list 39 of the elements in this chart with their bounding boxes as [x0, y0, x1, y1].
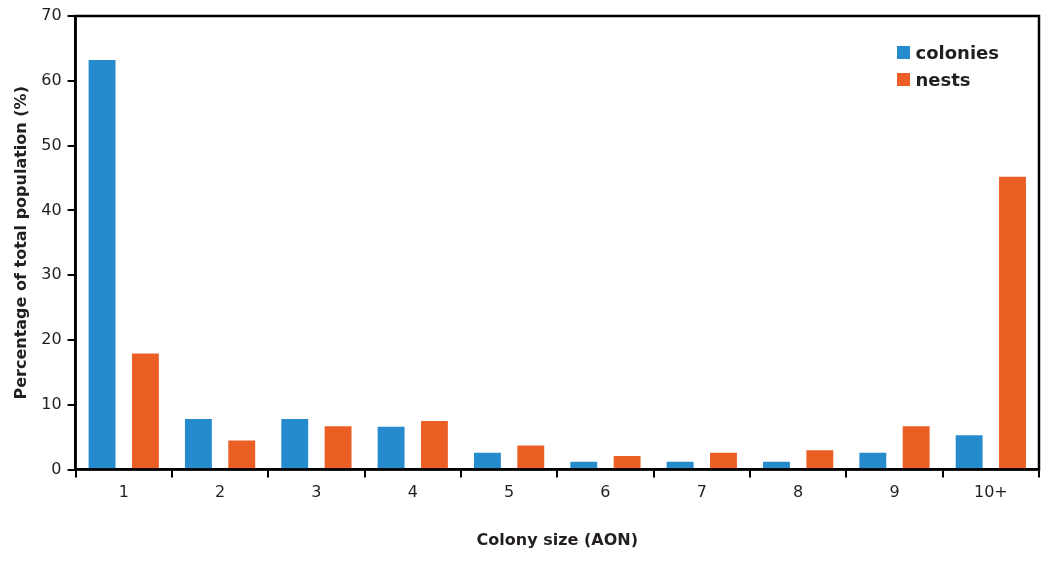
x-tick-label: 1: [118, 482, 129, 502]
y-tick-label: 20: [41, 329, 62, 349]
bar: [517, 445, 545, 469]
y-tick-label: 50: [41, 134, 62, 154]
y-tick-label: 0: [51, 458, 62, 478]
x-tick-label: 8: [793, 482, 804, 502]
bar: [859, 452, 887, 469]
bar: [902, 426, 930, 469]
x-tick-label: 3: [311, 482, 322, 502]
bar: [228, 440, 256, 469]
x-tick-label: 7: [696, 482, 707, 502]
y-tick-label: 30: [41, 264, 62, 284]
bar: [281, 419, 309, 469]
x-tick-label: 9: [889, 482, 900, 502]
bar: [324, 426, 352, 469]
bar: [613, 455, 641, 469]
y-tick-label: 10: [41, 393, 62, 413]
x-tick-label: 2: [214, 482, 226, 502]
bar: [806, 450, 834, 469]
legend-label: nests: [915, 69, 971, 90]
y-axis-title: Percentage of total population (%): [10, 86, 30, 400]
x-tick-label: 10+: [973, 482, 1008, 502]
bar: [999, 176, 1026, 469]
bar: [955, 435, 983, 469]
bar: [88, 60, 116, 469]
bar: [421, 421, 448, 469]
bar: [377, 426, 405, 469]
legend-label: colonies: [915, 42, 999, 63]
bar: [710, 452, 737, 469]
y-tick-label: 40: [41, 199, 62, 219]
x-tick-label: 5: [504, 482, 515, 502]
bar: [131, 353, 159, 469]
y-tick-label: 70: [41, 5, 62, 25]
x-tick-label: 4: [407, 482, 418, 502]
x-tick-label: 6: [600, 482, 611, 502]
y-tick-label: 60: [41, 69, 62, 89]
bar: [473, 452, 501, 469]
bar: [184, 419, 212, 469]
x-axis-title: Colony size (AON): [476, 529, 638, 549]
